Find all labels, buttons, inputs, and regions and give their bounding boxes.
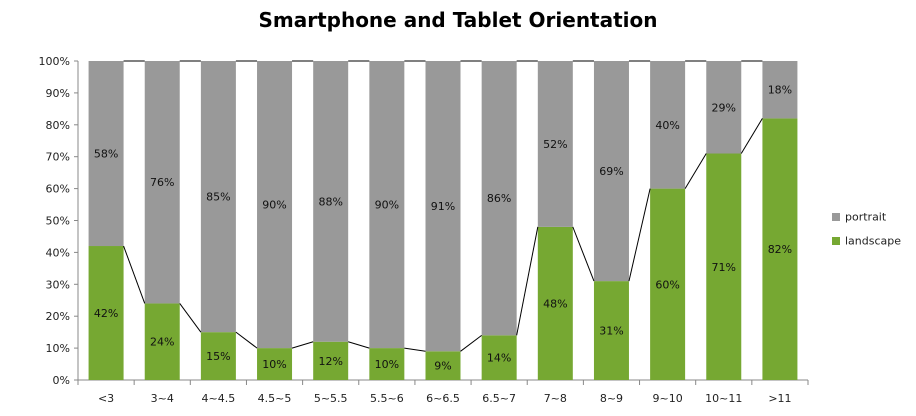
connector-line-landscape xyxy=(348,341,370,349)
connector-lines-layer xyxy=(123,60,763,352)
connector-line-landscape xyxy=(235,331,258,349)
data-label-portrait: 52% xyxy=(543,138,567,151)
data-label-portrait: 85% xyxy=(206,191,230,204)
bar-landscape xyxy=(257,348,293,380)
x-tick-label: 7~8 xyxy=(544,392,567,405)
x-tick-label: <3 xyxy=(98,392,114,405)
data-label-portrait: 90% xyxy=(262,199,286,212)
data-label-portrait: 58% xyxy=(94,148,118,161)
data-label-landscape: 48% xyxy=(543,297,567,310)
bar-portrait xyxy=(144,61,180,304)
x-tick-label: 9~10 xyxy=(653,392,683,405)
bar-portrait xyxy=(257,61,293,349)
x-tick-label: 5~5.5 xyxy=(314,392,348,405)
connector-line-landscape xyxy=(404,347,426,352)
data-label-landscape: 42% xyxy=(94,307,118,320)
data-label-landscape: 71% xyxy=(712,261,736,274)
connector-line-landscape xyxy=(684,153,707,189)
bar-landscape xyxy=(537,226,573,380)
data-label-landscape: 82% xyxy=(768,243,792,256)
data-label-portrait: 29% xyxy=(712,101,736,114)
legend-swatch-portrait xyxy=(832,213,840,221)
connector-line-landscape xyxy=(179,303,202,333)
data-label-portrait: 90% xyxy=(375,199,399,212)
bar-portrait xyxy=(593,61,629,282)
bar-portrait xyxy=(650,61,686,189)
data-label-portrait: 18% xyxy=(768,84,792,97)
bar-landscape xyxy=(650,188,686,380)
data-label-landscape: 10% xyxy=(375,358,399,371)
bar-landscape xyxy=(144,303,180,380)
bar-landscape xyxy=(425,351,461,380)
x-tick-label: 3~4 xyxy=(151,392,174,405)
x-tick-label: 4~4.5 xyxy=(202,392,236,405)
x-tick-label: 10~11 xyxy=(705,392,742,405)
connector-line-landscape xyxy=(516,226,539,336)
chart-title: Smartphone and Tablet Orientation xyxy=(258,8,658,32)
y-tick-label: 30% xyxy=(46,278,70,291)
data-label-portrait: 91% xyxy=(431,200,455,213)
legend-item-landscape: landscape xyxy=(832,234,901,248)
connector-line-landscape xyxy=(628,188,651,282)
bar-portrait xyxy=(313,61,349,342)
x-tick-label: 6~6.5 xyxy=(426,392,460,405)
x-tick-label: 6.5~7 xyxy=(482,392,516,405)
bars-layer xyxy=(88,61,798,381)
bar-portrait xyxy=(369,61,405,349)
bar-portrait xyxy=(706,61,742,154)
data-label-landscape: 14% xyxy=(487,352,511,365)
data-label-landscape: 12% xyxy=(318,355,342,368)
data-label-portrait: 69% xyxy=(599,165,623,178)
bar-portrait xyxy=(481,61,517,336)
x-tick-label: 4.5~5 xyxy=(258,392,292,405)
bar-landscape xyxy=(706,153,742,380)
bar-landscape xyxy=(200,332,236,380)
bar-landscape xyxy=(593,281,629,380)
y-tick-label: 70% xyxy=(46,151,70,164)
legend-label-landscape: landscape xyxy=(845,234,902,248)
y-tick-label: 60% xyxy=(46,183,70,196)
data-labels-layer: <3 42% 58% 3~4 24% 76% 4~4.5 15% 85% 4.5~5 10% 90% 5… xyxy=(94,84,792,405)
x-tick-label: >11 xyxy=(768,392,791,405)
y-tick-label: 90% xyxy=(46,87,70,100)
bar-landscape xyxy=(88,246,124,380)
y-tick-label: 50% xyxy=(46,215,70,228)
bar-portrait xyxy=(88,61,124,247)
bar-landscape xyxy=(369,348,405,380)
connector-line-landscape xyxy=(123,245,146,304)
bar-portrait xyxy=(425,61,461,352)
data-label-landscape: 60% xyxy=(655,278,679,291)
x-tick-label: 8~9 xyxy=(600,392,623,405)
y-tick-label: 100% xyxy=(39,55,70,68)
y-tick-label: 20% xyxy=(46,310,70,323)
bar-portrait xyxy=(537,61,573,227)
y-tick-label: 40% xyxy=(46,246,70,259)
x-tick-label: 5.5~6 xyxy=(370,392,404,405)
bar-portrait xyxy=(200,61,236,333)
legend-item-portrait: portrait xyxy=(832,210,886,224)
connector-line-landscape xyxy=(291,341,314,349)
legend-label-portrait: portrait xyxy=(845,210,887,224)
data-label-portrait: 88% xyxy=(318,195,342,208)
data-label-landscape: 15% xyxy=(206,350,230,363)
legend-swatch-landscape xyxy=(832,237,840,245)
y-tick-label: 10% xyxy=(46,342,70,355)
y-tick-label: 0% xyxy=(53,374,70,387)
data-label-portrait: 86% xyxy=(487,192,511,205)
data-label-landscape: 24% xyxy=(150,336,174,349)
data-label-landscape: 31% xyxy=(599,325,623,338)
bar-landscape xyxy=(481,335,517,380)
connector-line-landscape xyxy=(460,334,482,352)
connector-line-landscape xyxy=(740,118,763,154)
data-label-portrait: 76% xyxy=(150,176,174,189)
bar-landscape xyxy=(313,341,349,380)
y-tick-label: 80% xyxy=(46,119,70,132)
bar-portrait xyxy=(762,61,798,119)
connector-line-landscape xyxy=(572,226,595,282)
data-label-landscape: 9% xyxy=(434,360,451,373)
data-label-portrait: 40% xyxy=(655,119,679,132)
data-label-landscape: 10% xyxy=(262,358,286,371)
bar-landscape xyxy=(762,118,798,381)
